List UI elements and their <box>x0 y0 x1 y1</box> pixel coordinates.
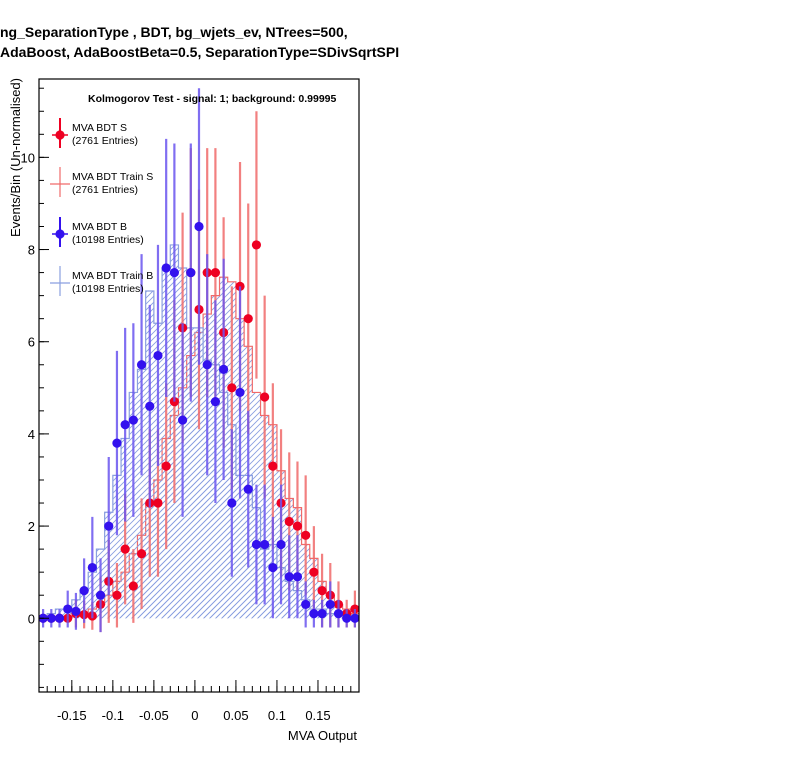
y-tick-label-2: 4 <box>28 427 35 442</box>
data-point-1-23 <box>227 498 237 508</box>
x-tick-label-1: -0.1 <box>102 708 124 723</box>
data-point-0-28 <box>268 461 278 471</box>
data-point-0-15 <box>161 461 171 471</box>
data-point-1-36 <box>333 609 344 619</box>
data-point-0-25 <box>243 314 253 324</box>
data-point-0-23 <box>227 383 237 393</box>
axes: -0.15 -0.1 -0.05 0 0.05 0.1 0.15 0 2 4 6 8 10 <box>21 87 360 723</box>
data-point-1-34 <box>317 609 327 619</box>
data-point-1-4 <box>71 606 81 616</box>
data-point-1-16 <box>169 267 179 278</box>
data-point-1-19 <box>194 221 204 232</box>
legend-entries-3: (10198 Entries) <box>72 283 144 295</box>
points-layer <box>39 88 359 633</box>
data-point-0-21 <box>210 267 221 278</box>
data-point-0-26 <box>251 240 262 250</box>
data-point-1-31 <box>292 572 303 582</box>
data-point-1-24 <box>235 387 245 398</box>
y-tick-label-5: 10 <box>21 150 35 165</box>
data-point-1-5 <box>79 586 89 596</box>
data-point-0-14 <box>153 498 163 508</box>
y-tick-label-3: 6 <box>28 335 35 350</box>
x-tick-label-3: 0 <box>191 708 198 723</box>
x-tick-label-0: -0.15 <box>57 708 87 723</box>
data-point-1-29 <box>276 539 286 550</box>
data-point-1-9 <box>112 438 122 448</box>
data-point-1-7 <box>95 590 106 600</box>
data-point-1-11 <box>128 415 138 425</box>
data-point-1-13 <box>145 401 155 411</box>
data-point-0-27 <box>260 392 270 402</box>
data-point-1-35 <box>325 599 335 610</box>
data-point-0-32 <box>301 530 311 540</box>
data-point-0-10 <box>120 544 130 554</box>
legend-name-0: MVA BDT S <box>72 122 127 134</box>
legend-name-2: MVA BDT B <box>72 221 127 233</box>
plot-frame <box>38 78 360 693</box>
data-point-1-18 <box>186 267 196 278</box>
data-point-1-20 <box>202 360 212 370</box>
legend-entries-0: (2761 Entries) <box>72 135 138 147</box>
y-tick-label-0: 0 <box>28 611 35 626</box>
data-point-1-14 <box>153 350 163 361</box>
legend-entries-1: (2761 Entries) <box>72 184 138 196</box>
data-point-0-34 <box>317 586 327 596</box>
data-point-1-17 <box>177 415 188 425</box>
legend-name-1: MVA BDT Train S <box>72 171 153 183</box>
data-point-1-37 <box>342 613 352 623</box>
data-point-1-33 <box>309 609 319 619</box>
train-hist-fill-1 <box>39 244 359 619</box>
data-point-1-10 <box>120 420 130 430</box>
x-tick-label-4: 0.05 <box>223 708 248 723</box>
legend-marker-0 <box>55 130 65 140</box>
data-point-1-32 <box>301 599 311 610</box>
data-point-1-6 <box>87 562 97 573</box>
data-point-1-26 <box>251 539 262 550</box>
legend-entries-2: (10198 Entries) <box>72 234 144 246</box>
chart-title-line2: AdaBoost, AdaBoostBeta=0.5, SeparationTy… <box>0 44 400 60</box>
data-point-1-30 <box>284 572 294 582</box>
data-point-0-9 <box>112 590 122 600</box>
x-tick-label-5: 0.1 <box>268 708 286 723</box>
data-point-0-31 <box>292 521 303 531</box>
data-point-1-38 <box>350 613 359 623</box>
x-tick-label-2: -0.05 <box>139 708 169 723</box>
data-point-1-3 <box>63 604 73 614</box>
y-axis-label: Events/Bin (Un-normalised) <box>8 78 23 237</box>
kolmogorov-annotation: Kolmogorov Test - signal: 1; background:… <box>88 93 337 105</box>
data-point-0-30 <box>284 516 294 527</box>
data-point-1-8 <box>104 521 114 531</box>
data-point-1-12 <box>136 360 147 370</box>
data-point-0-12 <box>136 549 147 559</box>
data-point-0-33 <box>309 567 319 577</box>
x-axis-label: MVA Output <box>288 728 358 743</box>
data-point-1-21 <box>210 397 221 407</box>
y-tick-label-4: 8 <box>28 243 35 258</box>
data-point-1-1 <box>46 613 56 623</box>
data-point-0-11 <box>128 581 138 591</box>
data-point-1-22 <box>219 364 229 374</box>
legend: MVA BDT S(2761 Entries)MVA BDT Train S(2… <box>50 118 153 296</box>
legend-name-3: MVA BDT Train B <box>72 270 153 282</box>
x-tick-label-6: 0.15 <box>305 708 330 723</box>
data-point-1-15 <box>161 263 171 273</box>
y-tick-label-1: 2 <box>28 519 35 534</box>
legend-marker-2 <box>55 229 65 239</box>
chart-title-line1: ng_SeparationType , BDT, bg_wjets_ev, NT… <box>0 24 348 40</box>
data-point-1-2 <box>54 613 65 623</box>
data-point-1-27 <box>260 539 270 550</box>
data-point-1-25 <box>243 484 253 494</box>
data-point-1-28 <box>268 562 278 573</box>
